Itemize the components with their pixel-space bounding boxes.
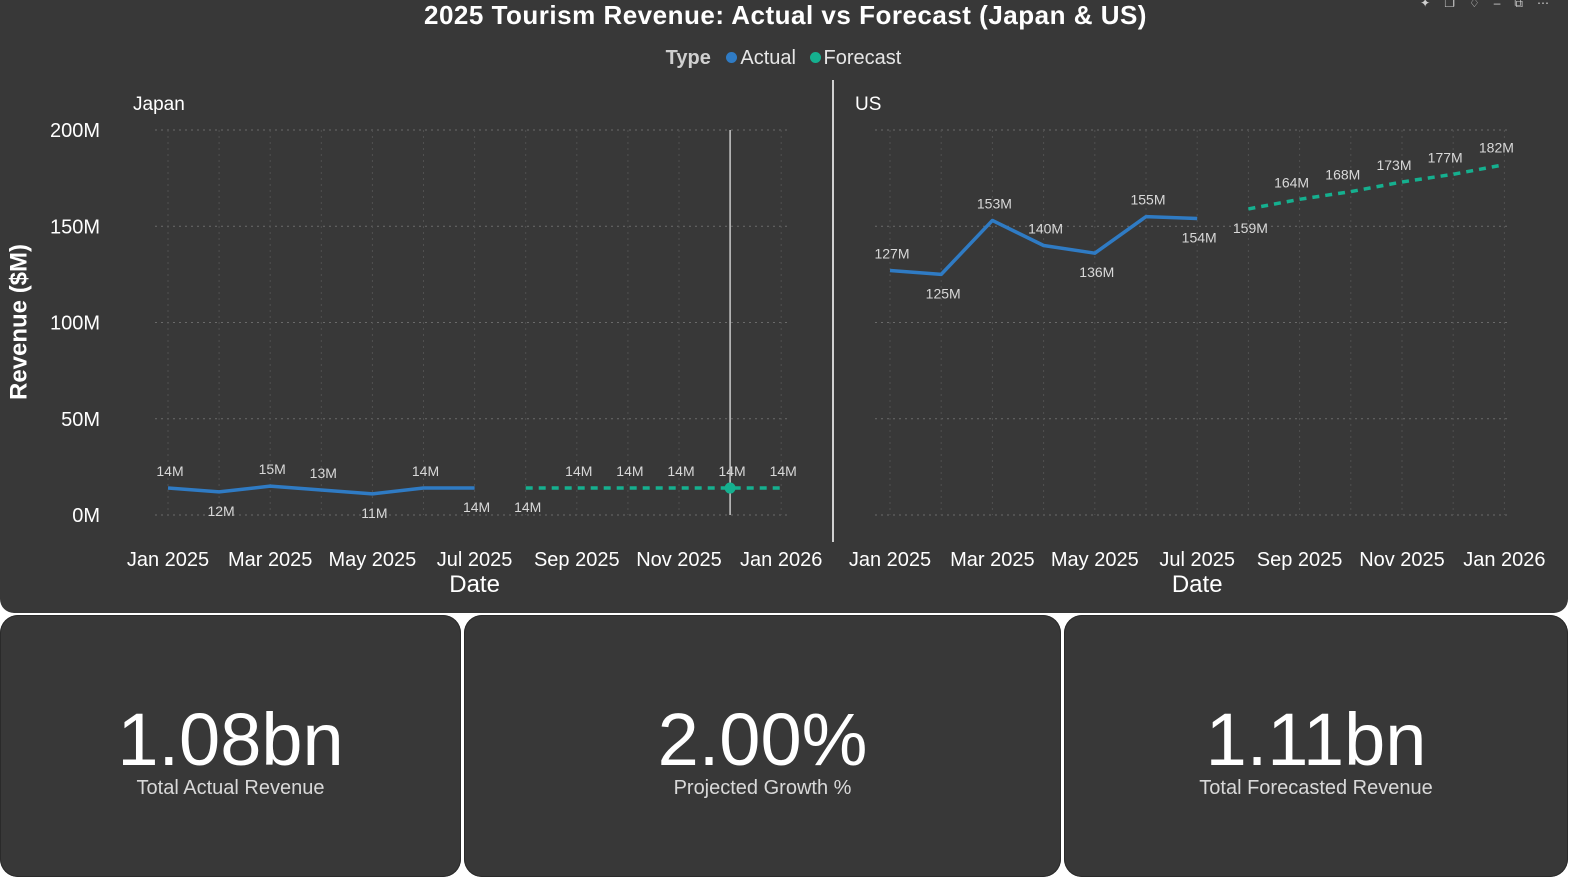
visual-toolbar[interactable]: ✦❐♢–⧉⋯ xyxy=(1420,0,1563,11)
data-label: 14M xyxy=(156,463,183,479)
x-tick-label: Nov 2025 xyxy=(636,549,722,571)
legend-title: Type xyxy=(665,47,711,69)
chart-panel xyxy=(0,0,1568,613)
legend-item-actual[interactable]: Actual xyxy=(740,47,796,69)
pin-icon[interactable]: ✦ xyxy=(1420,0,1445,10)
kpi-value: 1.11bn xyxy=(1205,698,1427,781)
data-label: 14M xyxy=(718,463,745,479)
data-label: 14M xyxy=(770,463,797,479)
x-tick-label: May 2025 xyxy=(328,549,416,571)
x-tick-label: Jan 2025 xyxy=(127,549,209,571)
data-label: 14M xyxy=(514,499,541,515)
legend-item-forecast[interactable]: Forecast xyxy=(823,47,902,69)
x-tick-label: Nov 2025 xyxy=(1359,549,1445,571)
data-label: 154M xyxy=(1182,230,1217,246)
data-label: 127M xyxy=(874,246,909,262)
filter-icon[interactable]: – xyxy=(1493,0,1515,10)
data-label: 125M xyxy=(926,285,961,301)
y-tick-label: 50M xyxy=(61,409,100,431)
data-label: 14M xyxy=(463,499,490,515)
kpi-label: Total Forecasted Revenue xyxy=(1199,777,1433,799)
data-label: 177M xyxy=(1428,149,1463,165)
x-tick-label: May 2025 xyxy=(1051,549,1139,571)
data-label: 173M xyxy=(1376,157,1411,173)
y-tick-label: 0M xyxy=(72,505,100,527)
data-label: 12M xyxy=(207,503,234,519)
us-forecast-line xyxy=(1248,162,1505,211)
x-tick-label: Jan 2025 xyxy=(849,549,931,571)
data-label: 153M xyxy=(977,195,1012,211)
legend-actual-dot xyxy=(726,52,738,64)
data-label: 155M xyxy=(1130,192,1165,208)
x-axis-title: Date xyxy=(449,571,500,598)
data-label: 14M xyxy=(667,463,694,479)
more-icon[interactable]: ⋯ xyxy=(1537,0,1563,10)
panel-title: US xyxy=(855,94,881,115)
y-tick-label: 100M xyxy=(50,313,100,335)
data-label: 14M xyxy=(616,463,643,479)
kpi-card-forecast[interactable]: 1.11bn Total Forecasted Revenue xyxy=(1064,615,1568,877)
hover-point xyxy=(724,482,736,494)
x-tick-label: Jul 2025 xyxy=(437,549,513,571)
data-label: 136M xyxy=(1079,264,1114,280)
data-label: 13M xyxy=(310,465,337,481)
chart-title: 2025 Tourism Revenue: Actual vs Forecast… xyxy=(424,0,1147,30)
x-tick-label: Jul 2025 xyxy=(1159,549,1235,571)
focus-icon[interactable]: ⧉ xyxy=(1514,0,1537,10)
x-tick-label: Jan 2026 xyxy=(740,549,822,571)
x-tick-label: Sep 2025 xyxy=(1257,549,1343,571)
data-label: 11M xyxy=(361,505,387,521)
japan-actual-line xyxy=(167,484,475,496)
copy-icon[interactable]: ❐ xyxy=(1444,0,1469,10)
data-label: 159M xyxy=(1233,220,1268,236)
panel-title: Japan xyxy=(133,94,185,115)
us-actual-line xyxy=(889,214,1198,277)
legend: Type Actual Forecast xyxy=(0,46,1571,70)
line-chart: Revenue ($M) 0M 50M 100M 150M 200M Japan Jan 20… xyxy=(5,80,1546,598)
data-label: 168M xyxy=(1325,167,1360,183)
data-label: 14M xyxy=(565,463,592,479)
x-axis-title: Date xyxy=(1172,571,1223,598)
kpi-value: 1.08bn xyxy=(117,698,344,781)
data-label: 140M xyxy=(1028,221,1063,237)
y-tick-label: 200M xyxy=(50,120,100,142)
kpi-card-growth[interactable]: 2.00% Projected Growth % xyxy=(464,615,1061,877)
kpi-label: Total Actual Revenue xyxy=(136,777,325,799)
kpi-label: Projected Growth % xyxy=(673,777,852,799)
data-label: 164M xyxy=(1274,174,1309,190)
kpi-card-actual[interactable]: 1.08bn Total Actual Revenue xyxy=(0,615,461,877)
y-tick-label: 150M xyxy=(50,216,100,238)
kpi-value: 2.00% xyxy=(657,698,868,781)
y-axis-title: Revenue ($M) xyxy=(5,244,32,400)
data-label: 182M xyxy=(1479,140,1514,156)
legend-forecast-dot xyxy=(809,52,821,64)
data-label: 15M xyxy=(259,461,286,477)
x-tick-label: Sep 2025 xyxy=(534,549,620,571)
x-tick-label: Mar 2025 xyxy=(228,549,313,571)
x-tick-label: Mar 2025 xyxy=(950,549,1035,571)
data-label: 14M xyxy=(412,463,439,479)
x-tick-label: Jan 2026 xyxy=(1463,549,1545,571)
bell-icon[interactable]: ♢ xyxy=(1468,0,1494,10)
